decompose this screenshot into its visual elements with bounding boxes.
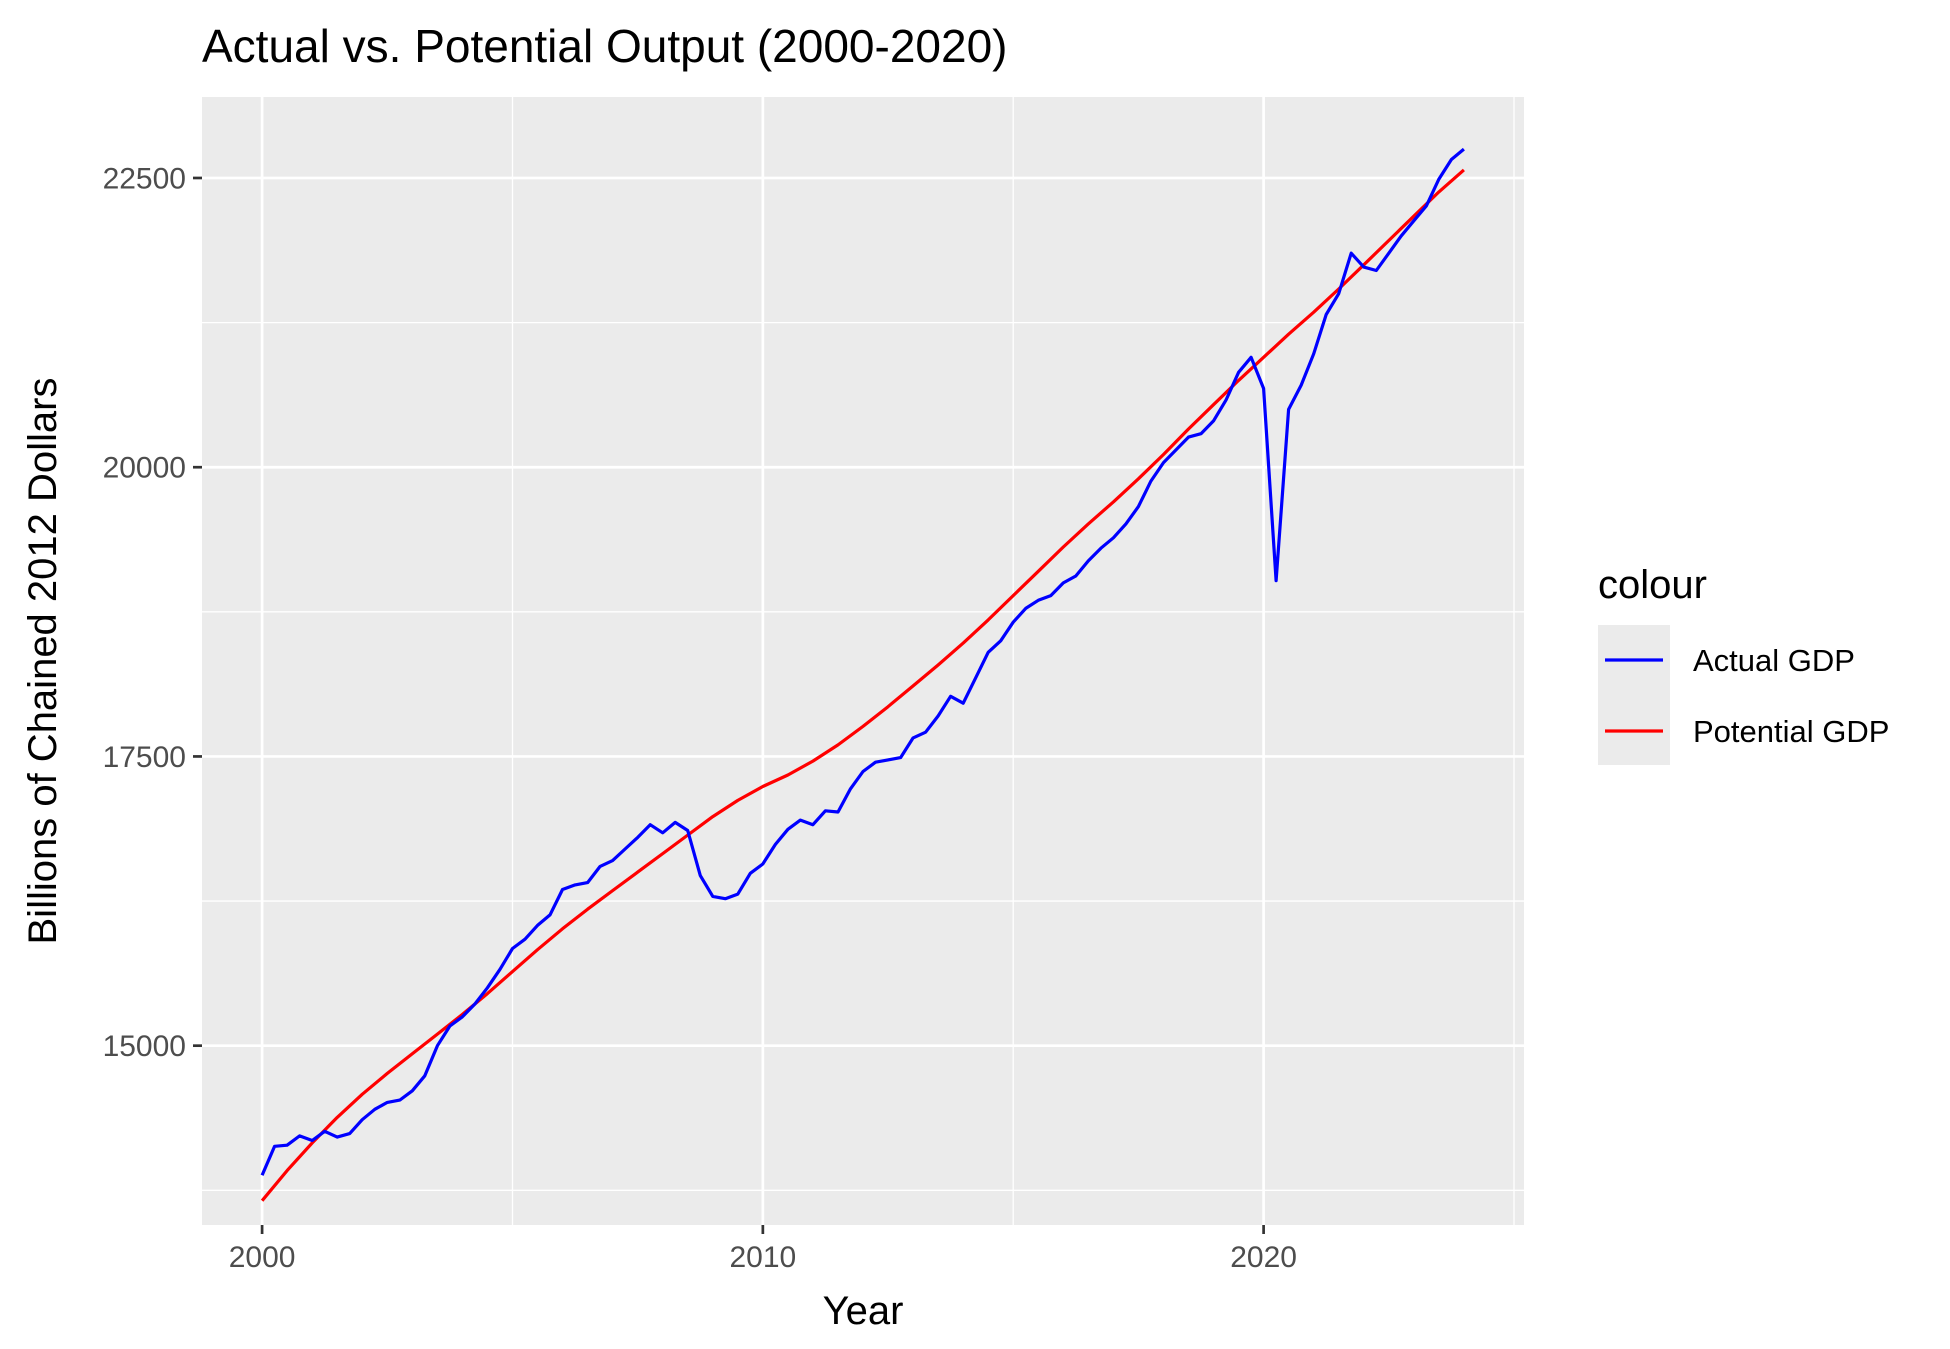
legend-label-potential-gdp: Potential GDP	[1693, 714, 1889, 749]
y-tick-label-22500: 22500	[103, 162, 186, 195]
legend-item-potential-gdp: Potential GDP	[1598, 695, 1889, 765]
y-tick-label-15000: 15000	[103, 1030, 186, 1063]
y-tick-label-17500: 17500	[103, 741, 186, 774]
legend-title: colour	[1598, 563, 1707, 607]
series-line-actual-gdp	[260, 147, 1465, 1176]
series-layer	[260, 147, 1465, 1202]
chart-title: Actual vs. Potential Output (2000-2020)	[202, 20, 1007, 72]
axis-tick-labels: 2000 2010 2020 15000 17500 20000 22500	[103, 162, 1297, 1274]
x-tick-label-2020: 2020	[1230, 1241, 1297, 1274]
axis-ticks	[193, 176, 1265, 1234]
y-axis-title: Billions of Chained 2012 Dollars	[21, 378, 65, 945]
x-tick-label-2010: 2010	[729, 1241, 796, 1274]
plot-panel	[202, 97, 1524, 1225]
legend-label-actual-gdp: Actual GDP	[1693, 643, 1855, 678]
y-tick-label-20000: 20000	[103, 452, 186, 485]
legend-item-actual-gdp: Actual GDP	[1598, 625, 1855, 695]
x-tick-label-2000: 2000	[229, 1241, 296, 1274]
grid-minor	[202, 97, 1524, 1225]
legend: colour Actual GDP Potential GDP	[1598, 563, 1889, 765]
x-axis-title: Year	[823, 1289, 904, 1333]
series-line-potential-gdp	[260, 168, 1465, 1202]
